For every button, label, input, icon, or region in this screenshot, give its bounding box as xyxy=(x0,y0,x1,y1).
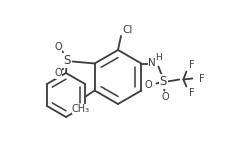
Text: F: F xyxy=(190,87,195,97)
Text: CH₃: CH₃ xyxy=(72,103,90,114)
Text: F: F xyxy=(200,73,205,84)
Text: N: N xyxy=(148,59,156,68)
Text: O: O xyxy=(162,92,169,103)
Text: Cl: Cl xyxy=(122,25,132,35)
Text: H: H xyxy=(155,54,162,62)
Text: O: O xyxy=(55,68,62,78)
Text: F: F xyxy=(190,60,195,70)
Text: O: O xyxy=(144,79,152,89)
Text: O: O xyxy=(55,43,62,52)
Text: S: S xyxy=(63,54,70,67)
Text: S: S xyxy=(160,75,167,88)
